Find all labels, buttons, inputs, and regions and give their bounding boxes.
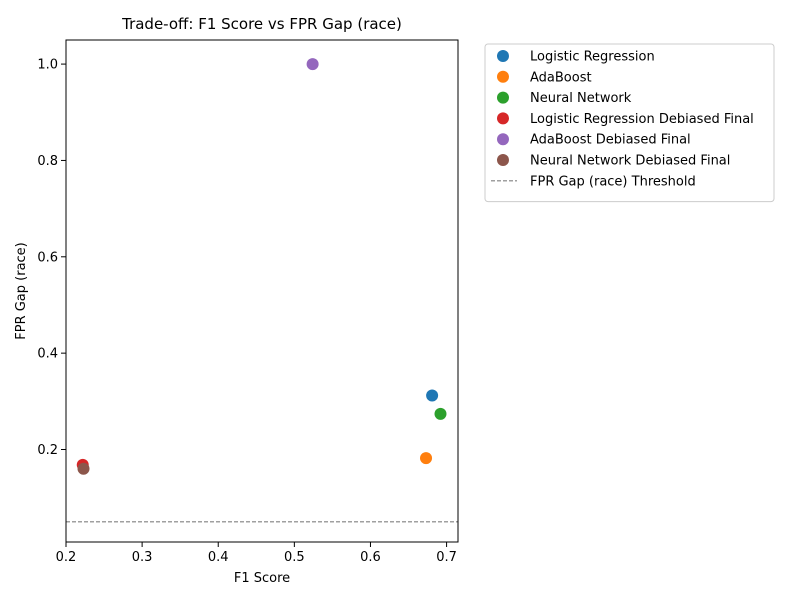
y-axis-label: FPR Gap (race) — [14, 242, 29, 340]
legend-entry: AdaBoost Debiased Final — [530, 133, 691, 148]
legend-entry: AdaBoost — [530, 70, 592, 85]
y-tick-label: 0.2 — [37, 443, 58, 458]
data-point — [77, 462, 90, 475]
y-tick-label: 0.4 — [37, 347, 58, 362]
x-tick-label: 0.7 — [436, 550, 457, 565]
y-tick-label: 0.8 — [37, 154, 58, 169]
y-axis: 0.2 0.4 0.6 0.8 1.0 — [37, 58, 66, 458]
x-tick-label: 0.4 — [208, 550, 229, 565]
x-tick-label: 0.2 — [56, 550, 77, 565]
legend-marker — [497, 112, 509, 125]
x-axis-label: F1 Score — [234, 571, 290, 586]
chart-title: Trade-off: F1 Score vs FPR Gap (race) — [121, 15, 402, 33]
y-tick-label: 0.6 — [37, 250, 58, 265]
plot-area — [65, 39, 459, 543]
x-tick-label: 0.6 — [360, 550, 381, 565]
data-point — [426, 389, 439, 402]
legend-entry: Neural Network — [530, 91, 632, 106]
data-point — [434, 407, 447, 420]
legend-entry: Logistic Regression Debiased Final — [530, 112, 754, 127]
legend-entry-threshold: FPR Gap (race) Threshold — [530, 174, 696, 189]
legend-entry: Logistic Regression — [530, 50, 655, 65]
x-tick-label: 0.3 — [132, 550, 153, 565]
legend-marker — [497, 70, 509, 83]
legend-marker — [497, 154, 509, 166]
data-point — [306, 58, 319, 71]
legend-marker — [497, 133, 509, 146]
x-tick-label: 0.5 — [284, 550, 305, 565]
y-tick-label: 1.0 — [37, 58, 58, 73]
legend-marker — [497, 50, 509, 62]
x-axis: 0.2 0.3 0.4 0.5 0.6 0.7 — [56, 542, 457, 565]
data-point — [420, 452, 433, 465]
legend-marker — [497, 91, 509, 104]
plot-frame — [65, 39, 459, 543]
legend: Logistic Regression AdaBoost Neural Networ… — [484, 43, 775, 203]
legend-entry: Neural Network Debiased Final — [530, 154, 730, 169]
legend-box — [484, 43, 775, 203]
